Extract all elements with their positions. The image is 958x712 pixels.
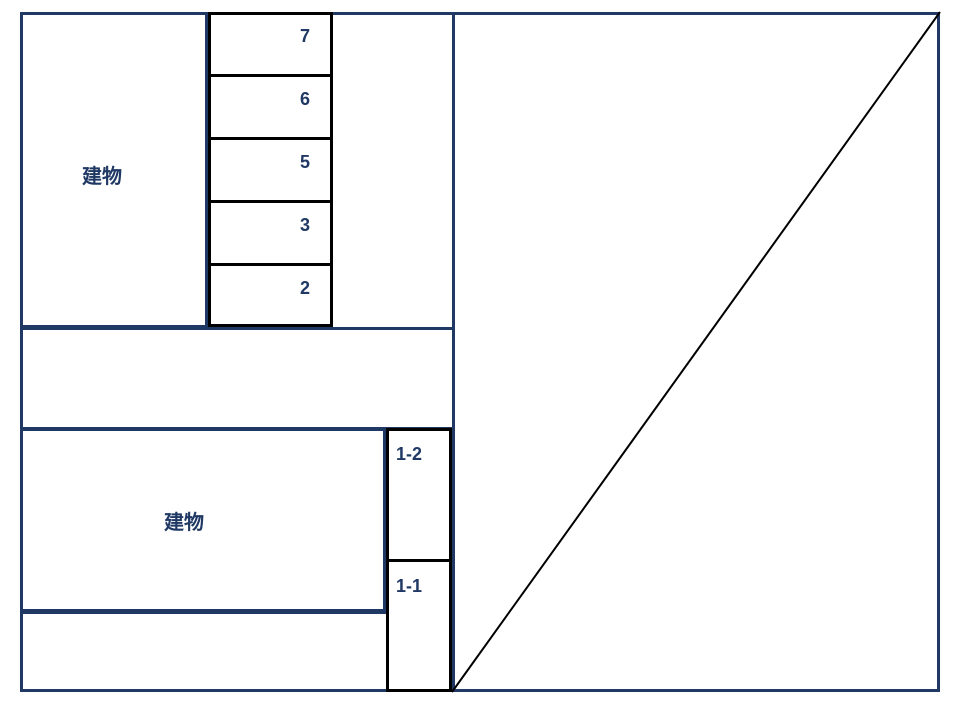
upper-bottom-line — [20, 327, 452, 330]
upper-slot-divider-2 — [208, 137, 333, 140]
upper-slot-label-3: 3 — [300, 215, 310, 236]
side-slot-divider — [386, 559, 452, 562]
side-slot-label-top: 1-2 — [396, 444, 422, 465]
building-lower-label: 建物 — [164, 506, 204, 535]
upper-slot-divider-3 — [208, 200, 333, 203]
upper-slot-label-6: 6 — [300, 89, 310, 110]
upper-slot-label-7: 7 — [300, 26, 310, 47]
building-lower-strip — [20, 611, 386, 614]
side-slot-label-bottom: 1-1 — [396, 576, 422, 597]
upper-slot-label-2: 2 — [300, 278, 310, 299]
upper-slot-label-5: 5 — [300, 152, 310, 173]
upper-slot-divider-1 — [208, 74, 333, 77]
upper-slot-column — [208, 12, 333, 327]
upper-slot-divider-4 — [208, 263, 333, 266]
building-upper-label: 建物 — [82, 160, 122, 189]
diagram-canvas: 建物 7 6 5 3 2 建物 1-2 1-1 — [0, 0, 958, 712]
